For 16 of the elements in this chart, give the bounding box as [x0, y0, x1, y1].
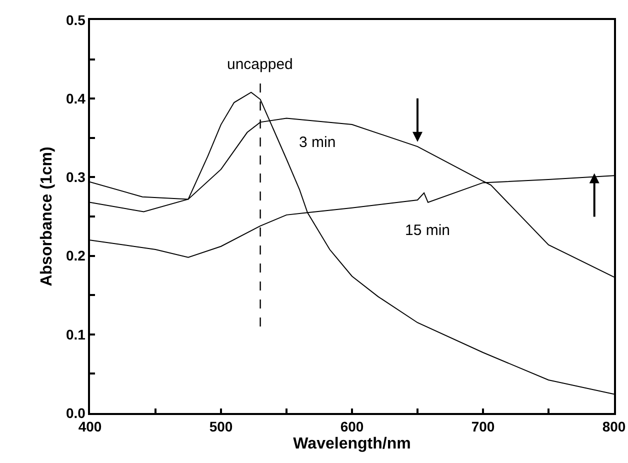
x-tick-label: 700: [471, 418, 495, 435]
y-tick-label: 0.0: [66, 404, 86, 421]
x-axis-title: Wavelength/nm: [293, 436, 411, 453]
x-tick-label: 500: [209, 418, 233, 435]
y-axis-title: Absorbance (1cm): [38, 146, 56, 286]
ref-line-label: uncapped: [227, 56, 293, 73]
x-tick-label: 800: [602, 418, 626, 435]
y-tick-label: 0.5: [66, 12, 86, 28]
y-tick-label: 0.3: [66, 169, 86, 186]
series-label: 3 min: [299, 134, 336, 151]
y-tick-label: 0.4: [66, 90, 86, 106]
y-tick-label: 0.1: [66, 326, 86, 342]
series-label: 15 min: [405, 222, 450, 239]
y-tick-label: 0.2: [66, 248, 86, 264]
x-tick-label: 400: [78, 418, 102, 435]
x-tick-label: 600: [340, 418, 364, 435]
